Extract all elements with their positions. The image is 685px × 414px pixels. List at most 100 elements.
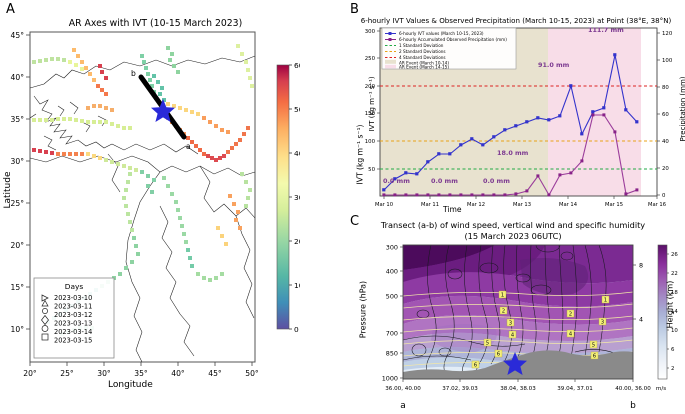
panel-c-ylabel: Pressure (hPa) xyxy=(358,280,368,339)
panel-c-ytick-1000: 1000 xyxy=(382,375,398,383)
panel-a-title: AR Axes with IVT (10-15 March 2023) xyxy=(68,18,243,29)
panel-c-cbar-tick-18: 18 xyxy=(671,290,678,296)
panel-a-legend-item-4: 2023-03-14 xyxy=(54,328,92,336)
panel-b-ylabel-left: IVT (kg m⁻¹ s⁻¹) xyxy=(368,76,376,132)
panel-b-ytick-r-80: 80 xyxy=(662,85,669,91)
panel-b-ylabel-right: Precipitation (mm) xyxy=(679,76,685,142)
panel-b-annotation-0: 0.0 mm xyxy=(383,177,410,185)
svg-text:2: 2 xyxy=(502,309,505,315)
svg-text:6: 6 xyxy=(474,363,478,369)
panel-b-title: 6-hourly IVT Values & Observed Precipita… xyxy=(360,16,672,25)
svg-text:3: 3 xyxy=(509,321,512,327)
panel-c-ytick-400: 400 xyxy=(386,268,398,276)
panel-c-endpoint-b: b xyxy=(630,401,636,411)
transect-label-b: b xyxy=(131,69,136,78)
panel-a-cbar-tick-500: 500 xyxy=(294,105,300,114)
panel-c-cbar-unit: m/s xyxy=(656,386,666,392)
panel-c-title-line2: (15 March 2023 06UTC) xyxy=(464,231,562,241)
svg-text:5: 5 xyxy=(592,343,595,349)
ivt-line xyxy=(383,54,638,191)
svg-text:6: 6 xyxy=(593,354,597,360)
panel-c-ytick-700: 700 xyxy=(386,330,398,338)
diamond-icon xyxy=(41,314,49,326)
precip-line xyxy=(384,114,638,197)
panel-a-ytick-0: 45° xyxy=(11,31,25,40)
panel-a-xtick-2: 30° xyxy=(97,369,111,378)
star-marker-panel-a xyxy=(151,99,175,122)
panel-a-ytick-6: 15° xyxy=(11,283,25,292)
panel-b-xtick-6: Mar 16 xyxy=(648,202,666,208)
panel-a-colorbar: 600 500 400 300 200 100 0 xyxy=(276,61,300,334)
panel-a-xtick-3: 35° xyxy=(134,369,148,378)
panel-b-legend-item-1: 6-hourly Accumulated Observed Precipitat… xyxy=(399,37,507,42)
panel-b-xtick-3: Mar 13 xyxy=(513,202,531,208)
svg-text:1: 1 xyxy=(604,298,607,304)
triangle-up-icon xyxy=(41,299,49,307)
panel-c-cbar-tick-6: 6 xyxy=(671,347,675,353)
panel-a-legend[interactable]: Days 2023-03-10 2023-03-11 2023-03-12 20… xyxy=(33,277,115,359)
panel-a-legend-item-3: 2023-03-13 xyxy=(54,320,92,328)
panel-b-ytick-r-120: 120 xyxy=(662,31,673,37)
panel-a-ytick-3: 30° xyxy=(11,157,25,166)
panel-b-ytick-50: 50 xyxy=(368,167,375,173)
panel-b-ytick-200: 200 xyxy=(365,84,376,90)
panel-b-ytick-r-0: 0 xyxy=(662,193,666,199)
panel-a-cbar-tick-300: 300 xyxy=(294,193,300,202)
panel-b-annotation-5: 111.7 mm xyxy=(588,26,624,34)
panel-b-ytick-150: 150 xyxy=(365,111,376,117)
panel-b-legend-item-2: 1 Standard Deviation xyxy=(399,43,444,48)
panel-a-ytick-2: 35° xyxy=(11,115,25,124)
panel-a-letter: A xyxy=(6,2,15,17)
panel-b-legend-item-0: 6-hourly IVT values (March 10-15, 2023) xyxy=(399,31,484,36)
svg-text:3: 3 xyxy=(601,320,604,326)
panel-a-legend-item-0: 2023-03-10 xyxy=(54,294,92,302)
panel-b-xtick-0: Mar 10 xyxy=(375,202,393,208)
panel-c-cbar-tick-26: 26 xyxy=(671,252,678,258)
panel-a-xtick-1: 25° xyxy=(60,369,74,378)
circle-icon xyxy=(41,325,49,332)
svg-text:4: 4 xyxy=(511,333,515,339)
panel-a-plot: b a 45° 40° 35° 30° 25° 20° 15° 10° xyxy=(11,31,300,378)
panel-a-ytick-7: 10° xyxy=(11,325,25,334)
panel-b-legend-item-3: 2 Standard Deviations xyxy=(399,49,446,54)
panel-b-annotation-2: 0.0 mm xyxy=(483,177,510,185)
panel-c-xtick-2: 38.04, 38.03 xyxy=(500,386,536,392)
panel-a-cbar-tick-100: 100 xyxy=(294,281,300,290)
panel-b-xtick-5: Mar 15 xyxy=(605,202,623,208)
svg-text:6: 6 xyxy=(497,352,501,358)
panel-a-ytick-4: 25° xyxy=(11,199,25,208)
panel-b-xtick-4: Mar 14 xyxy=(559,202,578,208)
panel-c-plot: 1 1 2 2 3 3 4 4 5 5 6 6 6 xyxy=(382,244,679,412)
ivt-markers xyxy=(382,53,639,192)
svg-text:4: 4 xyxy=(569,332,573,338)
panel-c-endpoint-a: a xyxy=(400,401,406,411)
panel-c-ytick-500: 500 xyxy=(386,293,398,301)
panel-c-ytick-850: 850 xyxy=(386,350,398,358)
panel-c-ytick-r-4: 4 xyxy=(639,316,643,324)
panel-c-colorbar: 26 22 18 14 10 6 2 m/s xyxy=(656,244,678,392)
panel-a-xtick-6: 50° xyxy=(245,369,259,378)
panel-b-ytick-r-60: 60 xyxy=(662,112,669,118)
panel-a-xlabel: Longitude xyxy=(108,380,153,390)
panel-b-ytick-100: 100 xyxy=(365,139,376,145)
panel-a-legend-title: Days xyxy=(65,282,84,291)
panel-b-ytick-300: 300 xyxy=(365,29,376,35)
panel-a-xtick-5: 45° xyxy=(208,369,222,378)
panel-c-xtick-0: 36.00, 40.00 xyxy=(385,386,421,392)
panel-a-legend-item-1: 2023-03-11 xyxy=(54,303,92,311)
panel-b-legend[interactable]: 6-hourly IVT values (March 10-15, 2023) … xyxy=(381,27,517,70)
panel-b-legend-item-4: 4 Standard Deviations xyxy=(399,55,446,60)
panel-b-plot: 0.0 mm 0.0 mm 0.0 mm 18.0 mm 91.0 mm 111… xyxy=(365,26,673,208)
panel-a-cbar-tick-0: 0 xyxy=(294,325,299,334)
panel-c-cbar-tick-2: 2 xyxy=(671,366,674,372)
svg-text:5: 5 xyxy=(486,341,489,347)
panel-a-ylabel: Latitude xyxy=(3,171,13,209)
panel-c-cbar-tick-10: 10 xyxy=(671,328,678,334)
panel-b-legend-item-6: AR Event (March 14-15) xyxy=(399,65,449,70)
panel-b-annotation-1: 0.0 mm xyxy=(431,177,458,185)
panel-a-xtick-4: 40° xyxy=(171,369,185,378)
panel-a-legend-item-2: 2023-03-12 xyxy=(54,311,92,319)
square-icon xyxy=(41,333,49,341)
panel-a-ytick-1: 40° xyxy=(11,73,25,82)
